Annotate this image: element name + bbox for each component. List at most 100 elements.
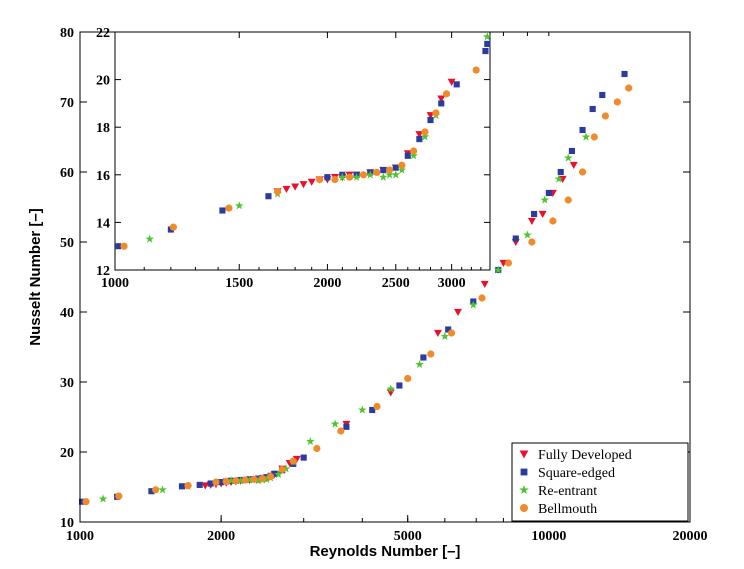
main-point-circle [82,498,90,506]
main-point-circle [590,133,598,141]
inset-y-tick-label: 20 [96,74,110,89]
main-point-square [579,126,586,134]
inset-point-circle [398,161,406,169]
x-tick-label: 20000 [673,529,708,544]
main-point-star [330,419,340,428]
inset-point-star [409,151,418,160]
main-point-square [178,483,186,490]
inset-point-triangle-down [291,183,300,191]
main-point-triangle-down [480,280,489,288]
inset-point-circle [373,168,381,177]
inset-point-circle [316,175,324,184]
main-point-square [621,70,628,78]
inset-point-circle [432,109,440,117]
main-point-circle [337,427,345,435]
main-point-circle [504,259,513,267]
legend-marker-square [520,468,528,476]
inset-point-square [482,47,489,55]
y-tick-label: 30 [60,376,74,391]
inset-point-square [114,243,122,250]
main-point-star [469,300,478,309]
inset-y-tick-label: 14 [96,216,110,231]
inset-point-triangle-down [307,178,316,186]
main-point-square [545,189,552,197]
main-point-circle [250,475,258,483]
x-tick-label: 10000 [531,529,566,544]
main-point-square [396,382,403,389]
y-tick-label: 20 [60,446,74,461]
inset-point-star [352,172,361,181]
main-point-star [523,230,532,239]
main-point-square [531,210,538,218]
inset-point-circle [120,242,128,250]
main-point-triangle-down [527,217,536,225]
inset-point-square [484,40,491,47]
main-point-circle [313,444,321,453]
legend-label: Bellmouth [538,502,597,517]
inset-point-square [416,136,423,143]
main-point-triangle-down [201,482,210,490]
main-point-star [245,475,254,484]
y-tick-label: 50 [60,236,74,251]
inset-point-square [380,166,387,174]
main-data-points [78,70,633,506]
main-point-square [599,91,606,99]
main-point-square [207,480,214,487]
x-tick-label: 2000 [207,529,235,544]
main-point-circle [528,238,536,246]
main-point-star [253,476,263,485]
main-point-star [358,405,367,414]
main-point-square [343,423,350,430]
main-point-star [415,360,424,369]
main-point-square [300,454,307,461]
inset-point-star [483,32,492,41]
inset-point-star [145,234,155,243]
y-tick-label: 60 [60,166,74,181]
main-point-square [420,354,427,361]
inset-point-star [378,172,388,181]
main-point-triangle-down [433,329,442,337]
main-point-star [540,195,550,204]
main-point-square [196,481,203,488]
inset-point-square [219,207,226,214]
inset-point-triangle-down [415,131,424,139]
inset-point-star [391,170,401,179]
inset-point-circle [442,90,451,98]
inset-point-circle [472,66,480,74]
inset-point-circle [331,175,339,184]
inset-point-square [453,81,460,88]
y-axis-title: Nusselt Number [–] [27,208,44,346]
inset-point-circle [273,187,282,196]
inset-point-circle [359,171,368,179]
legend-label: Fully Developed [538,448,632,463]
inset-point-square [438,100,445,107]
inset-point-triangle-down [437,95,446,103]
inset-point-star [397,165,407,174]
legend-box [511,442,689,522]
main-point-circle [373,402,381,411]
legend-marker-circle [520,504,528,512]
legend-marker-triangle-down [519,450,529,459]
main-point-star [554,174,564,183]
inset-point-circle [225,204,233,212]
main-point-square [589,105,596,113]
inset-x-tick-label: 2000 [313,276,341,291]
inset-y-tick-label: 12 [96,264,110,279]
main-point-circle [258,475,267,483]
main-point-circle [625,84,633,92]
inset-point-circle [345,173,354,181]
y-tick-label: 70 [60,96,74,111]
main-point-star [386,384,396,393]
main-point-square [557,168,564,176]
inset-point-circle [169,223,178,231]
inset-point-square [427,117,434,124]
inset-x-tick-label: 3000 [438,276,466,291]
x-tick-label: 5000 [394,529,422,544]
main-point-circle [578,168,587,176]
legend: Fully Developed Square-edged Re-entrant Bel… [511,442,689,522]
main-point-star [306,437,315,446]
main-point-star [158,485,167,494]
main-point-triangle-down [292,455,301,463]
inset-x-tick-label: 1500 [225,276,253,291]
